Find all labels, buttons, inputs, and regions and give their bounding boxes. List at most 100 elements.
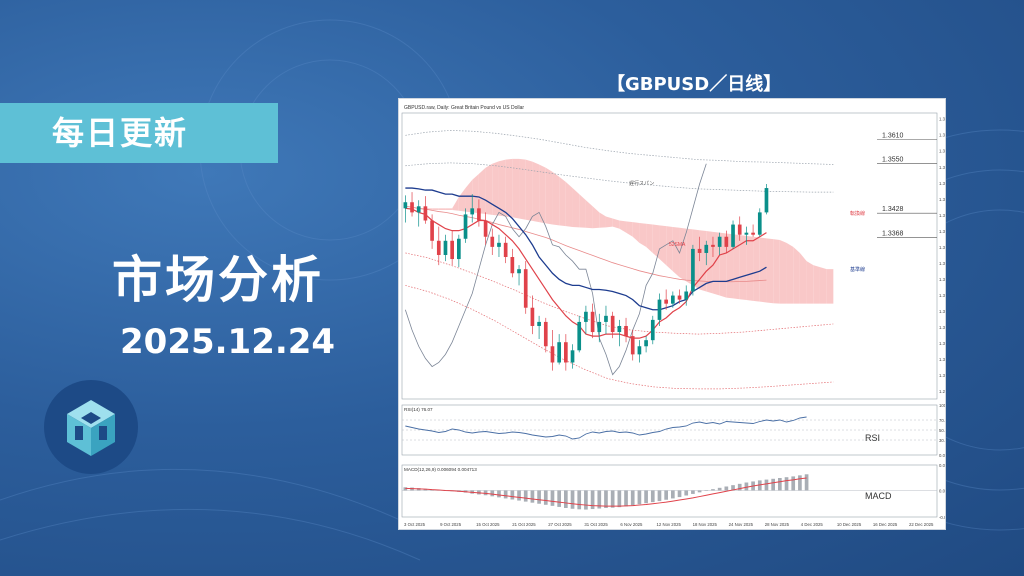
ichimoku-cloud-segment — [472, 173, 479, 214]
candle-body — [751, 232, 755, 235]
candle-body — [423, 206, 428, 221]
candle-body — [684, 291, 689, 300]
price-tick: 1.36215 — [939, 133, 945, 138]
level-label: 1.3368 — [882, 231, 904, 238]
macd-tick: -0.010029 — [939, 515, 945, 520]
macd-pane-frame — [401, 464, 938, 518]
candle-body — [510, 257, 515, 274]
price-tick: 1.31870 — [939, 309, 945, 314]
envelope-line-lower2 — [405, 285, 834, 390]
price-tick: 1.33055 — [939, 261, 945, 266]
macd-histogram-bar — [771, 478, 775, 491]
ichimoku-cloud-segment — [652, 224, 660, 260]
macd-histogram-bar — [617, 490, 622, 508]
macd-histogram-bar — [671, 490, 675, 499]
price-tick: 1.30290 — [939, 373, 945, 378]
macd-histogram-bar — [637, 490, 642, 505]
ichimoku-cloud-segment — [672, 226, 680, 278]
ichimoku-cloud-segment — [786, 242, 794, 304]
ichimoku-cloud-segment — [559, 176, 566, 227]
macd-histogram-bar — [764, 479, 769, 491]
ichimoku-cloud-segment — [592, 206, 600, 229]
rsi-tick: 0.00 — [939, 453, 945, 458]
candle-body — [671, 295, 675, 304]
macd-histogram-bar — [550, 490, 555, 506]
rsi-tick: 30.00 — [939, 438, 945, 443]
macd-histogram-bar — [624, 490, 628, 507]
price-tick: 1.36610 — [939, 117, 945, 122]
macd-histogram-bar — [717, 487, 722, 491]
annotation-sma52: 52SMA — [669, 242, 686, 248]
macd-tick: 0.000000 — [939, 488, 945, 493]
rsi-label: RSI — [865, 433, 880, 443]
macd-histogram-bar — [804, 474, 809, 491]
x-axis-tick: 24 Nov 2025 — [729, 522, 754, 527]
price-tick: 1.33845 — [939, 229, 945, 234]
macd-tick: 0.009623 — [939, 463, 945, 468]
candle-body — [497, 242, 501, 247]
macd-histogram-bar — [517, 490, 521, 501]
macd-histogram-bar — [757, 480, 762, 491]
candle-body — [564, 342, 568, 363]
candle-body — [543, 321, 548, 347]
candle-body — [664, 299, 668, 304]
ichimoku-cloud-segment — [826, 269, 834, 304]
candle-body — [550, 346, 555, 363]
ichimoku-cloud-segment — [813, 265, 820, 304]
price-chart: GBPUSD.raw, Daily: Great Britain Pound v… — [401, 105, 959, 527]
candle-body — [490, 236, 495, 247]
ichimoku-cloud-segment — [572, 188, 580, 228]
ichimoku-cloud-segment — [478, 167, 486, 215]
ichimoku-cloud-segment — [512, 158, 520, 219]
ichimoku-cloud-segment — [539, 164, 546, 224]
rsi-tick: 100.00 — [939, 403, 945, 408]
macd-histogram-bar — [577, 490, 582, 510]
price-tick: 1.29895 — [939, 389, 945, 394]
candle-body — [617, 325, 622, 333]
macd-histogram-bar — [483, 490, 488, 496]
ichimoku-cloud-segment — [733, 234, 740, 300]
macd-histogram-bar — [537, 490, 541, 504]
ichimoku-cloud-segment — [605, 216, 613, 228]
ichimoku-cloud-segment — [626, 221, 633, 237]
ichimoku-cloud-segment — [706, 231, 713, 294]
level-label: 1.3428 — [882, 206, 904, 213]
macd-histogram-bar — [677, 490, 682, 498]
price-tick: 1.33450 — [939, 245, 945, 250]
candle-body — [697, 248, 702, 253]
macd-histogram-bar — [737, 483, 742, 491]
ichimoku-cloud-segment — [532, 161, 540, 223]
macd-histogram-bar — [684, 490, 689, 496]
chart-panel: GBPUSD.raw, Daily: Great Britain Pound v… — [398, 98, 959, 530]
ichimoku-cloud-segment — [599, 212, 606, 228]
main-pane-frame — [401, 112, 938, 400]
rsi-tick: 50.00 — [939, 428, 945, 433]
ichimoku-cloud-segment — [779, 239, 787, 304]
macd-histogram-bar — [423, 488, 428, 491]
candle-body — [403, 202, 408, 209]
x-axis-tick: 12 Nov 2025 — [657, 522, 682, 527]
x-axis-tick: 31 Oct 2025 — [584, 522, 608, 527]
ichimoku-cloud-segment — [759, 237, 767, 303]
x-axis-tick: 3 Oct 2025 — [404, 522, 426, 527]
ichimoku-cloud-segment — [485, 163, 493, 215]
x-axis-tick: 15 Oct 2025 — [476, 522, 500, 527]
candle-body — [711, 244, 715, 247]
price-tick: 1.34635 — [939, 197, 945, 202]
ichimoku-cloud-segment — [432, 208, 439, 210]
annotation-kijun: 基準線 — [850, 266, 865, 273]
macd-histogram-bar — [711, 489, 715, 491]
ichimoku-cloud-segment — [739, 235, 747, 301]
candle-body — [416, 206, 421, 213]
candle-body — [584, 311, 588, 322]
ichimoku-cloud-segment — [438, 208, 446, 210]
candle-body — [731, 224, 735, 247]
headline-date: 2025.12.24 — [120, 322, 336, 362]
candle-body — [630, 336, 635, 355]
macd-histogram-bar — [644, 490, 648, 504]
x-axis-tick: 10 Dec 2025 — [837, 522, 862, 527]
daily-update-tag: 每日更新 — [0, 103, 278, 163]
ichimoku-cloud-segment — [699, 230, 707, 292]
ichimoku-cloud-segment — [773, 239, 780, 304]
macd-header: MACD(12,26,9) 0.006094 0.004713 — [404, 467, 477, 472]
